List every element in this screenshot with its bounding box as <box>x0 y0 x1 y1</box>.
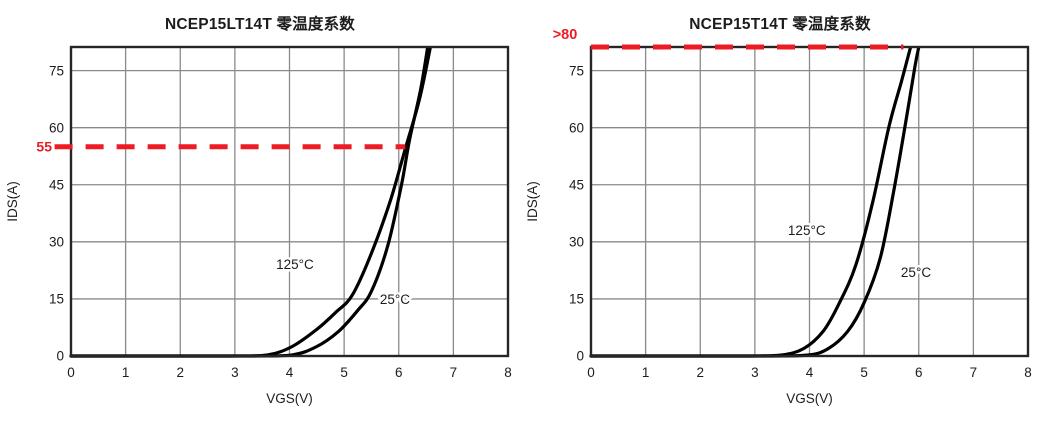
y-tick-label: 15 <box>49 292 64 307</box>
curve-25c <box>69 46 430 358</box>
y-tick-label: 75 <box>569 63 584 78</box>
x-tick-label: 2 <box>696 365 704 380</box>
x-tick-label: 1 <box>642 365 650 380</box>
ztc-annotation-label: >80 <box>553 27 578 43</box>
curves-group <box>69 46 432 358</box>
x-axis-title: VGS(V) <box>266 391 313 406</box>
x-tick-label: 3 <box>751 365 759 380</box>
y-tick-label: 15 <box>569 292 584 307</box>
y-axis-title: IDS(A) <box>525 181 540 222</box>
x-tick-label: 8 <box>1024 365 1032 380</box>
x-tick-label: 8 <box>504 365 512 380</box>
ztc-annotation-label: 55 <box>36 139 52 155</box>
y-tick-label: 75 <box>49 63 64 78</box>
curve-125c <box>589 46 913 358</box>
curve-label-25c: 25°C <box>901 265 931 280</box>
y-tick-label: 45 <box>569 177 584 192</box>
curve-label-125c: 125°C <box>276 257 314 272</box>
x-tick-label: 0 <box>67 365 75 380</box>
chart-ncep15t14t: NCEP15T14T 零温度系数 125°C 25°C >80 0 15 30 45 60 75… <box>520 0 1040 434</box>
chart-ncep15lt14t: NCEP15LT14T 零温度系数 125°C 25°C 55 0 15 30 45 60 75… <box>5 16 512 406</box>
curve-label-25c: 25°C <box>380 292 410 307</box>
x-tick-label: 7 <box>450 365 458 380</box>
x-tick-label: 7 <box>970 365 978 380</box>
y-tick-label: 30 <box>49 235 64 250</box>
y-tick-label: 45 <box>49 177 64 192</box>
x-tick-label: 2 <box>176 365 184 380</box>
x-tick-label: 3 <box>231 365 239 380</box>
y-tick-label: 0 <box>56 349 64 364</box>
chart-title: NCEP15LT14T 零温度系数 <box>164 16 355 33</box>
curve-125c <box>69 46 432 358</box>
x-tick-label: 6 <box>915 365 923 380</box>
y-axis-title: IDS(A) <box>5 181 20 222</box>
y-tick-label: 30 <box>569 235 584 250</box>
x-tick-label: 4 <box>286 365 294 380</box>
x-tick-label: 1 <box>122 365 130 380</box>
chart-title: NCEP15T14T 零温度系数 <box>689 16 871 33</box>
y-tick-label: 60 <box>569 120 584 135</box>
x-tick-label: 5 <box>860 365 868 380</box>
x-tick-label: 4 <box>806 365 814 380</box>
y-tick-label: 60 <box>49 120 64 135</box>
x-tick-label: 6 <box>395 365 403 380</box>
x-axis-title: VGS(V) <box>786 391 833 406</box>
curve-label-125c: 125°C <box>788 223 826 238</box>
plot-border <box>69 45 510 358</box>
y-tick-label: 0 <box>576 349 584 364</box>
x-tick-label: 5 <box>340 365 348 380</box>
x-tick-label: 0 <box>587 365 595 380</box>
